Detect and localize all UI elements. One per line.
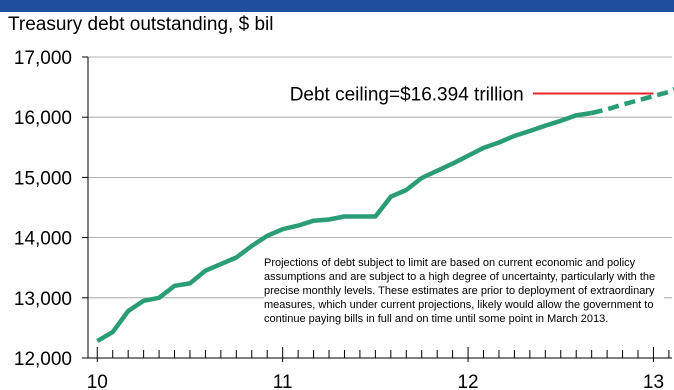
y-tick-label: 17,000 [14, 48, 72, 69]
x-tick-label: 12 [457, 372, 478, 390]
header-band [0, 0, 674, 12]
projection-note: Projections of debt subject to limit are… [264, 256, 664, 326]
y-tick-label: 13,000 [14, 289, 72, 310]
actual-debt-line [96, 110, 593, 344]
y-tick-label: 14,000 [14, 229, 72, 250]
x-tick-label: 11 [273, 372, 293, 390]
chart-title: Treasury debt outstanding, $ bil [8, 14, 274, 35]
y-tick-label: 12,000 [14, 349, 72, 370]
y-tick-label: 15,000 [14, 168, 72, 189]
series-layer [96, 87, 674, 344]
projected-debt-line [591, 87, 674, 116]
x-tick-label: 13 [643, 372, 664, 390]
debt-ceiling-annotation: Debt ceiling=$16.394 trillion [290, 84, 524, 105]
x-tick-label: 10 [87, 372, 108, 390]
axis-layer [82, 56, 672, 362]
y-tick-label: 16,000 [14, 108, 72, 129]
label-layer: 12,000 13,000 14,000 15,000 16,000 17,000 10 11… [14, 48, 664, 390]
